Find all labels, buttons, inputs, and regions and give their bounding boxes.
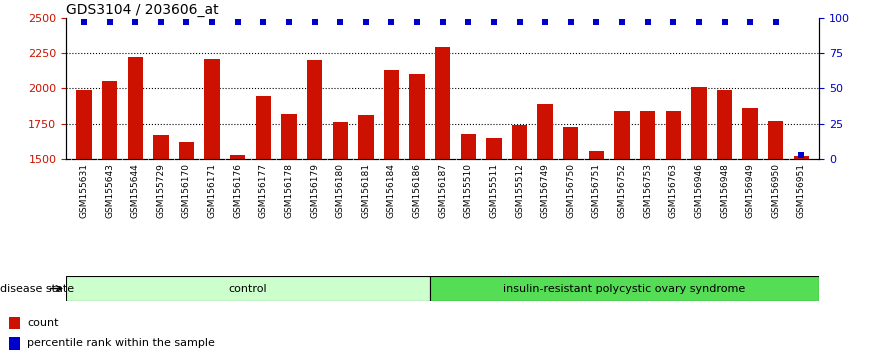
Text: GDS3104 / 203606_at: GDS3104 / 203606_at <box>66 3 218 17</box>
Text: GSM155643: GSM155643 <box>105 163 115 218</box>
Text: GSM156949: GSM156949 <box>745 163 755 218</box>
Bar <box>512 125 527 354</box>
Text: GSM156752: GSM156752 <box>618 163 626 218</box>
Point <box>743 19 757 25</box>
Bar <box>153 135 168 354</box>
Bar <box>102 81 117 354</box>
Bar <box>537 104 553 354</box>
Text: GSM156177: GSM156177 <box>259 163 268 218</box>
Bar <box>768 121 783 354</box>
Bar <box>179 142 194 354</box>
Bar <box>9 316 20 329</box>
Point <box>384 19 398 25</box>
Text: GSM156948: GSM156948 <box>720 163 729 218</box>
Point <box>564 19 578 25</box>
FancyBboxPatch shape <box>66 276 430 301</box>
Text: GSM156749: GSM156749 <box>541 163 550 218</box>
Point <box>717 19 731 25</box>
Text: GSM155631: GSM155631 <box>79 163 88 218</box>
Text: GSM156751: GSM156751 <box>592 163 601 218</box>
Bar <box>486 138 501 354</box>
Bar <box>794 156 809 354</box>
Text: GSM156184: GSM156184 <box>387 163 396 218</box>
Text: GSM156951: GSM156951 <box>797 163 806 218</box>
Point <box>769 19 783 25</box>
Bar <box>281 114 297 354</box>
Point <box>487 19 501 25</box>
FancyBboxPatch shape <box>430 276 819 301</box>
Text: GSM156187: GSM156187 <box>438 163 448 218</box>
Point <box>282 19 296 25</box>
Point <box>615 19 629 25</box>
Text: GSM155729: GSM155729 <box>156 163 166 218</box>
Bar <box>589 151 604 354</box>
Point <box>129 19 143 25</box>
Text: GSM156753: GSM156753 <box>643 163 652 218</box>
Bar <box>128 57 143 354</box>
Text: GSM156178: GSM156178 <box>285 163 293 218</box>
Bar <box>77 90 92 354</box>
Point <box>538 19 552 25</box>
Text: GSM156950: GSM156950 <box>771 163 781 218</box>
Bar <box>230 155 246 354</box>
Text: GSM156180: GSM156180 <box>336 163 344 218</box>
Text: GSM156186: GSM156186 <box>412 163 422 218</box>
Text: percentile rank within the sample: percentile rank within the sample <box>27 338 215 348</box>
Point <box>795 152 809 158</box>
Bar <box>255 96 271 354</box>
Point <box>307 19 322 25</box>
Text: disease state: disease state <box>0 284 74 293</box>
Text: GSM155644: GSM155644 <box>130 163 140 218</box>
Text: GSM155510: GSM155510 <box>463 163 473 218</box>
Bar <box>435 47 450 354</box>
Text: GSM156170: GSM156170 <box>182 163 191 218</box>
Bar <box>384 70 399 354</box>
Bar <box>359 115 374 354</box>
Text: GSM156181: GSM156181 <box>361 163 370 218</box>
Point <box>77 19 91 25</box>
Bar <box>717 90 732 354</box>
Point <box>435 19 449 25</box>
Point <box>513 19 527 25</box>
Bar <box>307 60 322 354</box>
Text: GSM155512: GSM155512 <box>515 163 524 218</box>
Text: control: control <box>228 284 267 293</box>
Text: GSM156763: GSM156763 <box>669 163 677 218</box>
Point <box>154 19 168 25</box>
Point <box>102 19 116 25</box>
Point <box>640 19 655 25</box>
Bar <box>563 127 579 354</box>
Text: GSM156179: GSM156179 <box>310 163 319 218</box>
Point <box>410 19 424 25</box>
Point <box>180 19 194 25</box>
Point <box>359 19 373 25</box>
Point <box>256 19 270 25</box>
Bar <box>614 111 630 354</box>
Bar <box>332 122 348 354</box>
Point <box>462 19 476 25</box>
Bar <box>692 87 707 354</box>
Text: GSM155511: GSM155511 <box>490 163 499 218</box>
Bar <box>461 134 476 354</box>
Point <box>231 19 245 25</box>
Bar <box>743 108 758 354</box>
Point <box>589 19 603 25</box>
Bar <box>666 111 681 354</box>
Point <box>692 19 706 25</box>
Point <box>333 19 347 25</box>
Text: GSM156176: GSM156176 <box>233 163 242 218</box>
Bar <box>410 74 425 354</box>
Point <box>205 19 219 25</box>
Bar <box>9 337 20 350</box>
Bar <box>204 59 219 354</box>
Point <box>666 19 680 25</box>
Text: count: count <box>27 318 59 328</box>
Text: GSM156750: GSM156750 <box>566 163 575 218</box>
Text: GSM156946: GSM156946 <box>694 163 703 218</box>
Text: insulin-resistant polycystic ovary syndrome: insulin-resistant polycystic ovary syndr… <box>503 284 745 293</box>
Bar <box>640 111 655 354</box>
Text: GSM156171: GSM156171 <box>208 163 217 218</box>
